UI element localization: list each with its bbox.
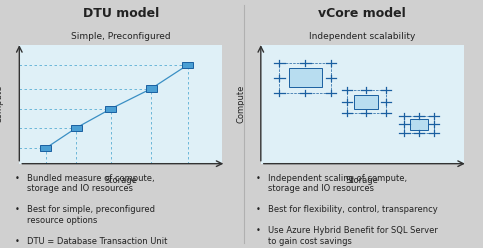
Bar xyxy=(105,106,116,112)
Bar xyxy=(145,85,157,92)
Text: DTU model: DTU model xyxy=(83,7,159,20)
Text: Simple, Preconfigured: Simple, Preconfigured xyxy=(71,32,170,41)
Text: DTU = Database Transaction Unit: DTU = Database Transaction Unit xyxy=(27,237,167,246)
Bar xyxy=(410,119,428,130)
Bar xyxy=(182,62,193,68)
Bar xyxy=(71,125,82,131)
Text: •: • xyxy=(256,205,261,214)
Text: •: • xyxy=(14,174,19,183)
Text: Best for flexibility, control, transparency: Best for flexibility, control, transpare… xyxy=(268,205,438,214)
Bar xyxy=(354,95,379,109)
Text: •: • xyxy=(256,226,261,235)
Text: Best for simple, preconfigured: Best for simple, preconfigured xyxy=(27,205,155,214)
Text: Independent scalability: Independent scalability xyxy=(309,32,415,41)
Text: Storage: Storage xyxy=(104,176,137,185)
Bar xyxy=(404,116,434,133)
Text: to gain cost savings: to gain cost savings xyxy=(268,237,352,246)
Text: Compute: Compute xyxy=(0,85,3,123)
Text: Use Azure Hybrid Benefit for SQL Server: Use Azure Hybrid Benefit for SQL Server xyxy=(268,226,438,235)
Text: Storage: Storage xyxy=(346,176,379,185)
Text: resource options: resource options xyxy=(27,216,97,224)
Bar xyxy=(40,145,51,152)
Text: Compute: Compute xyxy=(236,85,245,123)
Text: •: • xyxy=(14,237,19,246)
Text: •: • xyxy=(256,174,261,183)
Text: storage and IO resources: storage and IO resources xyxy=(27,184,132,193)
Text: storage and IO resources: storage and IO resources xyxy=(268,184,374,193)
Text: Independent scaling of compute,: Independent scaling of compute, xyxy=(268,174,407,183)
Text: Bundled measure of compute,: Bundled measure of compute, xyxy=(27,174,154,183)
Text: •: • xyxy=(14,205,19,214)
Bar xyxy=(289,68,322,88)
Text: vCore model: vCore model xyxy=(318,7,406,20)
Bar xyxy=(280,63,331,93)
Bar xyxy=(347,90,386,113)
